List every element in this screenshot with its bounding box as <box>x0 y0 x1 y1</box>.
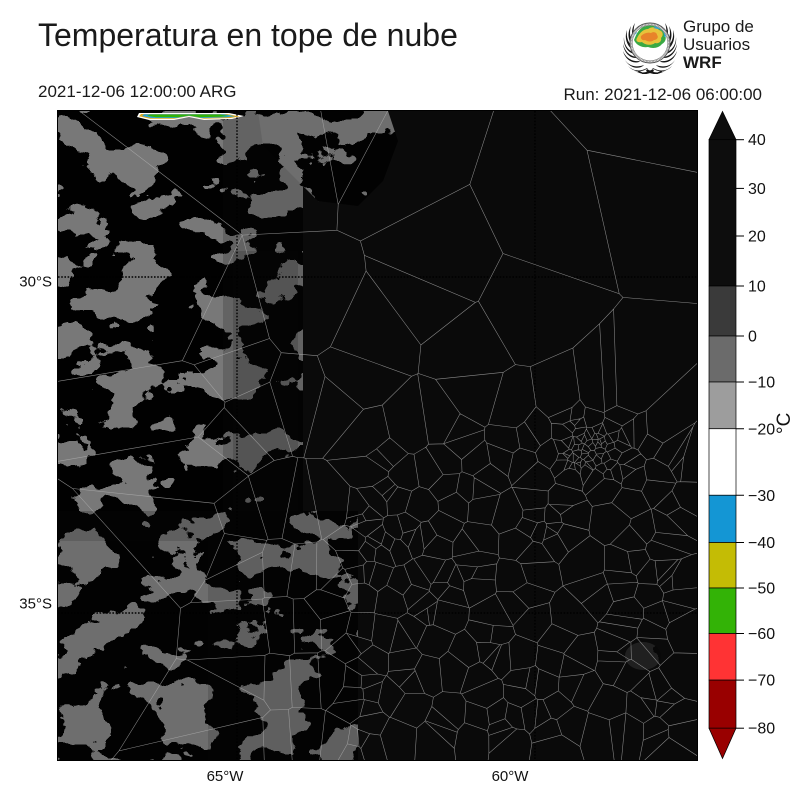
svg-text:40: 40 <box>748 132 766 149</box>
svg-text:°C: °C <box>774 413 795 434</box>
svg-text:0: 0 <box>748 329 757 346</box>
svg-text:−40: −40 <box>748 535 775 552</box>
svg-text:20: 20 <box>748 229 766 246</box>
svg-text:−60: −60 <box>748 626 775 643</box>
svg-text:−10: −10 <box>748 375 775 392</box>
svg-text:30: 30 <box>748 181 766 198</box>
svg-text:−30: −30 <box>748 488 775 505</box>
svg-text:−70: −70 <box>748 673 775 690</box>
svg-text:−50: −50 <box>748 581 775 598</box>
svg-text:−80: −80 <box>748 721 775 738</box>
svg-text:−20: −20 <box>748 421 775 438</box>
svg-text:10: 10 <box>748 279 766 296</box>
svg-text:Grupo de: Grupo de <box>683 17 754 36</box>
svg-text:WRF: WRF <box>683 53 722 72</box>
svg-text:Usuarios: Usuarios <box>683 35 750 54</box>
